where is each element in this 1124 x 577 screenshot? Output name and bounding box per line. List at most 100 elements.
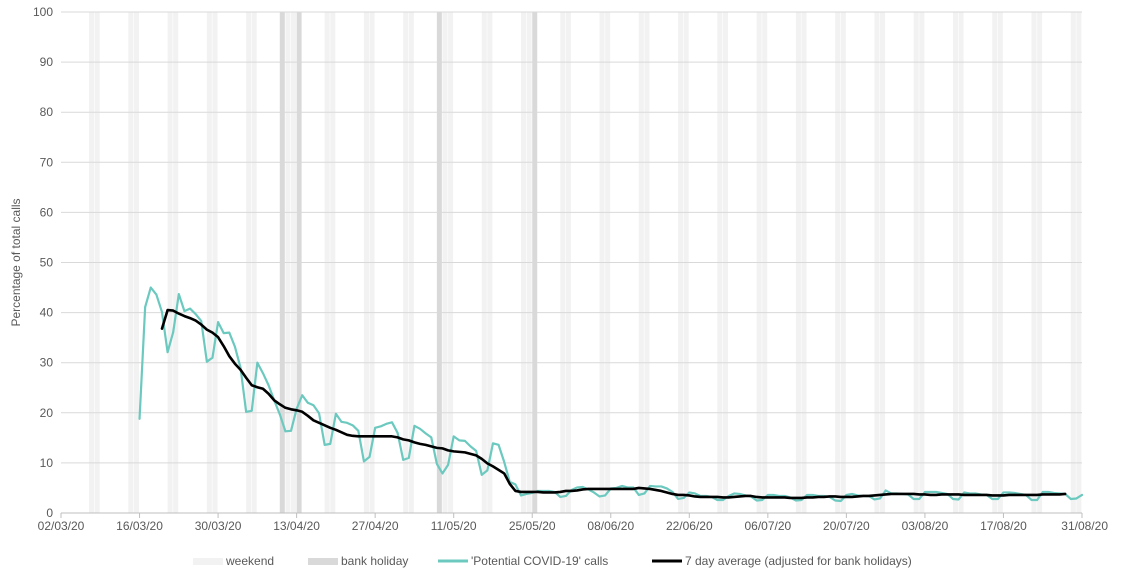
covid-calls-point bbox=[166, 351, 169, 354]
covid-calls-point bbox=[486, 469, 489, 472]
covid-calls-point bbox=[402, 458, 405, 461]
x-tick-label: 17/08/20 bbox=[980, 519, 1027, 533]
x-tick-label: 16/03/20 bbox=[116, 519, 163, 533]
covid-calls-point bbox=[834, 499, 837, 502]
seven-day-average-point bbox=[1064, 493, 1067, 495]
seven-day-average-point bbox=[318, 421, 320, 424]
seven-day-average-point bbox=[514, 490, 517, 492]
seven-day-average-point bbox=[480, 457, 483, 460]
seven-day-average-point bbox=[895, 493, 898, 495]
seven-day-average-point bbox=[789, 497, 792, 499]
covid-calls-point bbox=[205, 360, 208, 363]
covid-calls-point bbox=[346, 421, 349, 424]
covid-calls-point bbox=[256, 361, 259, 364]
seven-day-average-point bbox=[722, 496, 724, 499]
seven-day-average-point bbox=[828, 495, 831, 498]
y-tick-label: 100 bbox=[33, 5, 53, 19]
covid-calls-point bbox=[396, 431, 399, 434]
seven-day-average-point bbox=[273, 399, 276, 402]
seven-day-average-point bbox=[486, 462, 489, 465]
seven-day-average-point bbox=[621, 488, 623, 490]
covid-calls-point bbox=[839, 500, 842, 502]
covid-calls-point bbox=[441, 472, 444, 475]
y-tick-label: 0 bbox=[46, 506, 53, 520]
covid-calls-point bbox=[755, 499, 758, 502]
seven-day-average-point bbox=[306, 414, 309, 417]
seven-day-average-point bbox=[284, 406, 287, 409]
seven-day-average-point bbox=[1002, 494, 1005, 497]
seven-day-average-point bbox=[1058, 493, 1061, 496]
seven-day-average-point bbox=[492, 465, 494, 468]
seven-day-average-point bbox=[946, 493, 949, 496]
y-tick-label: 40 bbox=[40, 306, 54, 320]
seven-day-average-line bbox=[160, 308, 1067, 500]
seven-day-average-point bbox=[677, 494, 679, 496]
x-tick-label: 02/03/20 bbox=[38, 519, 85, 533]
seven-day-average-point bbox=[873, 494, 876, 497]
seven-day-average-point bbox=[604, 488, 607, 490]
covid-calls-point bbox=[991, 498, 994, 500]
covid-calls-point bbox=[806, 494, 809, 496]
covid-calls-point bbox=[183, 310, 186, 312]
covid-calls-point bbox=[660, 485, 663, 488]
seven-day-average-point bbox=[1025, 494, 1027, 496]
seven-day-average-point bbox=[800, 497, 803, 499]
seven-day-average-point bbox=[884, 493, 887, 496]
covid-calls-point bbox=[688, 491, 691, 494]
seven-day-average-point bbox=[391, 435, 393, 438]
seven-day-average-point bbox=[234, 362, 236, 365]
covid-calls-point bbox=[520, 494, 522, 497]
covid-calls-point bbox=[379, 425, 382, 428]
seven-day-average-point bbox=[172, 309, 175, 312]
covid-calls-point bbox=[301, 394, 304, 397]
covid-calls-point bbox=[363, 460, 365, 463]
seven-day-average-point bbox=[738, 495, 741, 498]
covid-calls-point bbox=[766, 494, 769, 496]
covid-calls-point bbox=[329, 442, 332, 445]
seven-day-average-point bbox=[531, 491, 534, 493]
seven-day-average-point bbox=[643, 487, 646, 490]
covid-calls-point bbox=[458, 439, 461, 442]
seven-day-average-point bbox=[912, 493, 915, 495]
seven-day-average-point bbox=[716, 496, 719, 498]
legend-layer: weekend bank holiday 'Potential COVID-19' … bbox=[193, 554, 912, 568]
covid-calls-point bbox=[385, 422, 388, 425]
seven-day-average-point bbox=[407, 439, 410, 442]
seven-day-average-point bbox=[1036, 494, 1039, 496]
covid-calls-point bbox=[374, 426, 377, 429]
covid-calls-point bbox=[794, 499, 797, 502]
seven-day-average-point bbox=[357, 435, 360, 438]
covid-calls-point bbox=[503, 460, 506, 463]
y-tick-label: 70 bbox=[40, 155, 54, 169]
seven-day-average-point bbox=[1019, 494, 1022, 496]
covid-calls-point bbox=[435, 463, 438, 465]
axis-layer: 0 10 20 30 40 50 60 70 80 90 100 02/03/20 16/03/20 30… bbox=[9, 5, 1108, 533]
covid-calls-point bbox=[682, 497, 685, 499]
covid-calls-point bbox=[525, 493, 528, 495]
seven-day-average-point bbox=[576, 489, 579, 492]
covid-calls-point bbox=[222, 332, 225, 335]
covid-calls-point bbox=[464, 439, 466, 442]
seven-day-average-point bbox=[694, 495, 696, 498]
covid-calls-point bbox=[621, 485, 623, 487]
covid-calls-point bbox=[144, 306, 147, 308]
covid-calls-point bbox=[604, 494, 607, 497]
covid-calls-point bbox=[559, 496, 562, 498]
seven-day-average-point bbox=[980, 494, 982, 496]
covid-calls-point bbox=[1041, 491, 1044, 493]
covid-calls-point bbox=[912, 498, 915, 500]
covid-calls-point bbox=[581, 486, 584, 488]
covid-calls-point bbox=[340, 420, 343, 423]
seven-day-average-point bbox=[553, 491, 556, 494]
seven-day-average-point bbox=[559, 491, 562, 493]
seven-day-average-point bbox=[924, 493, 926, 496]
seven-day-average-point bbox=[750, 495, 752, 497]
seven-day-average-point bbox=[733, 496, 736, 498]
seven-day-average-point bbox=[918, 493, 921, 496]
y-tick-label: 60 bbox=[40, 205, 54, 219]
x-tick-label: 08/06/20 bbox=[587, 519, 634, 533]
seven-day-average-point bbox=[413, 441, 416, 444]
seven-day-average-point bbox=[222, 345, 225, 348]
seven-day-average-point bbox=[334, 428, 337, 431]
covid-calls-point bbox=[1002, 491, 1005, 494]
